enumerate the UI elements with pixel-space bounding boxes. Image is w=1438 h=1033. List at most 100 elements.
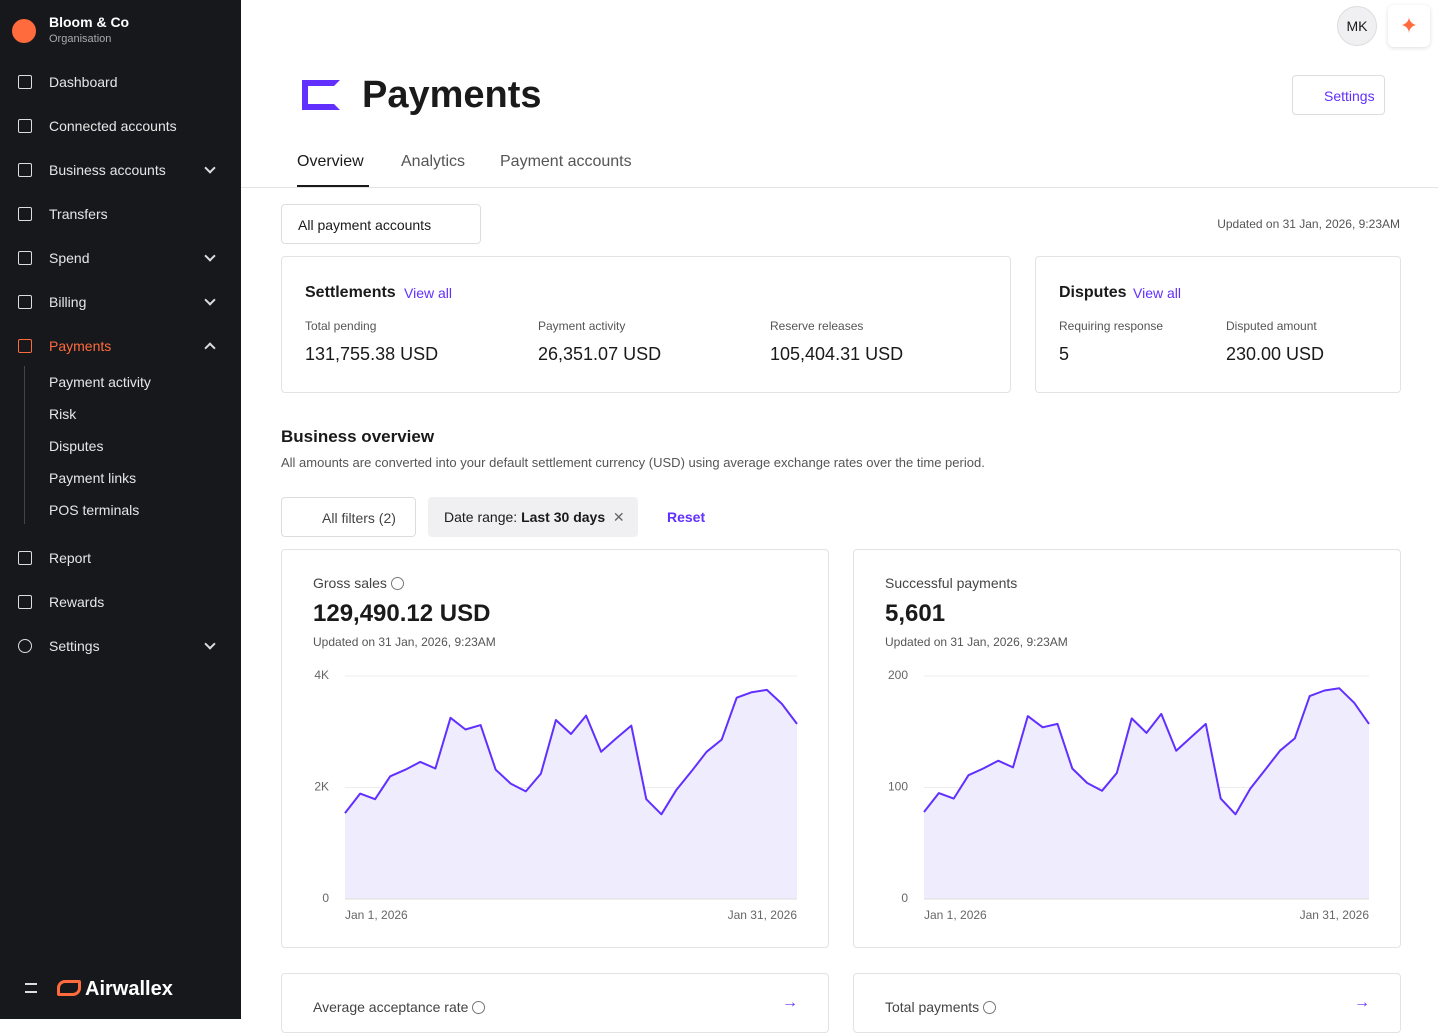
line xyxy=(344,688,798,816)
org-name[interactable]: Bloom & Co xyxy=(49,14,130,30)
view-all[interactable]: View all xyxy=(404,285,452,301)
org-logo xyxy=(12,19,36,43)
account-filter[interactable]: All payment accounts xyxy=(281,204,481,244)
chart-title: Gross sales xyxy=(313,575,404,591)
sub-item[interactable]: Risk xyxy=(49,406,77,422)
x-tick-label: Jan 1, 2026 xyxy=(924,908,987,922)
y-tick-label: 200 xyxy=(888,668,908,682)
metric-value: 105,404.31 USD xyxy=(770,344,904,364)
metric-label: Reserve releases xyxy=(770,319,864,333)
sub-line xyxy=(24,366,25,524)
org-type: Organisation xyxy=(49,33,112,45)
filters-button[interactable]: All filters (2) xyxy=(281,497,416,537)
chevron xyxy=(204,250,216,262)
metric-value: 131,755.38 USD xyxy=(305,344,439,364)
line xyxy=(923,687,1370,816)
page-icon xyxy=(302,80,340,110)
chart: 0 100 200 Jan 1, 2026 Jan 31, 2026 xyxy=(888,668,1370,922)
y-tick-label: 2K xyxy=(314,780,329,794)
icon xyxy=(18,207,32,221)
arrow[interactable]: → xyxy=(782,994,798,1011)
disputes-card: Disputes View all Requiring response 5 D… xyxy=(1035,256,1401,393)
metric-card[interactable]: Total payments → xyxy=(853,973,1401,1033)
nav-item[interactable]: Spend xyxy=(49,250,90,266)
view-all[interactable]: View all xyxy=(1133,285,1181,301)
metric-label: Total pending xyxy=(305,319,377,333)
sub-item[interactable]: POS terminals xyxy=(49,502,140,518)
chevron xyxy=(204,162,216,174)
card-title: Disputes xyxy=(1059,284,1127,301)
chip-label: Date range: xyxy=(444,509,518,525)
sub-item[interactable]: Disputes xyxy=(49,438,104,454)
section-description: All amounts are converted into your defa… xyxy=(281,455,985,470)
menu-icon[interactable] xyxy=(25,983,37,993)
card-title-text: Total payments xyxy=(885,999,980,1015)
chart-title-text: Gross sales xyxy=(313,575,387,591)
metric-label: Disputed amount xyxy=(1226,319,1317,333)
sub-item[interactable]: Payment links xyxy=(49,470,137,486)
nav-item[interactable]: Rewards xyxy=(49,594,105,610)
chart-card: Successful payments 5,601 Updated on 31 … xyxy=(853,549,1401,948)
icon xyxy=(18,295,32,309)
card-title-text: Average acceptance rate xyxy=(313,999,469,1015)
chart: 0 2K 4K Jan 1, 2026 Jan 31, 2026 xyxy=(314,668,798,922)
area xyxy=(345,689,797,899)
tab-underline xyxy=(297,185,369,187)
nav-item[interactable]: Billing xyxy=(49,294,87,310)
divider xyxy=(241,187,1438,188)
y-tick-label: 0 xyxy=(322,891,329,905)
chart-subtitle: Updated on 31 Jan, 2026, 9:23AM xyxy=(885,635,1068,649)
tab[interactable]: Analytics xyxy=(401,153,466,170)
icon xyxy=(18,551,32,565)
brand-logo xyxy=(57,980,81,996)
y-tick-label: 100 xyxy=(888,780,908,794)
brand: Airwallex xyxy=(85,978,173,1000)
nav-item[interactable]: Business accounts xyxy=(49,162,166,178)
date-chip[interactable]: Date range: Last 30 days ✕ xyxy=(428,497,638,537)
avatar[interactable]: MK xyxy=(1337,6,1377,46)
metric-value: 26,351.07 USD xyxy=(538,344,662,364)
card-title: Settlements xyxy=(305,284,396,301)
headline: 129,490.12 USD xyxy=(313,600,491,627)
icon xyxy=(18,251,32,265)
chip-value: Last 30 days xyxy=(521,509,606,525)
icon xyxy=(18,163,32,177)
chevron xyxy=(204,294,216,306)
metric-value: 5 xyxy=(1059,344,1070,364)
updated-text: Updated on 31 Jan, 2026, 9:23AM xyxy=(1217,217,1400,231)
ai-button[interactable]: ✦ xyxy=(1388,5,1430,47)
icon xyxy=(18,119,32,133)
settlements-card: Settlements View all Total pending 131,7… xyxy=(281,256,1011,393)
headline: 5,601 xyxy=(885,600,946,627)
nav-item[interactable]: Report xyxy=(49,550,92,566)
metric-card[interactable]: Average acceptance rate → xyxy=(281,973,829,1033)
nav-item[interactable]: Dashboard xyxy=(49,74,118,90)
card-title: Average acceptance rate xyxy=(313,999,486,1015)
metric-value: 230.00 USD xyxy=(1226,344,1325,364)
icon xyxy=(18,595,32,609)
reset[interactable]: Reset xyxy=(667,509,706,525)
arrow[interactable]: → xyxy=(1354,994,1370,1011)
nav-item-active[interactable]: Payments xyxy=(49,338,112,354)
y-tick-label: 4K xyxy=(314,668,329,682)
x-tick-label: Jan 1, 2026 xyxy=(345,908,408,922)
sidebar: Bloom & Co Organisation Dashboard Connec… xyxy=(0,0,241,1019)
icon xyxy=(18,639,32,653)
icon xyxy=(18,339,32,353)
section-title: Business overview xyxy=(281,427,435,446)
tab-active[interactable]: Overview xyxy=(297,153,364,170)
chart-subtitle: Updated on 31 Jan, 2026, 9:23AM xyxy=(313,635,496,649)
chart-title: Successful payments xyxy=(885,575,1018,591)
sub-item[interactable]: Payment activity xyxy=(49,374,151,390)
card-title: Total payments xyxy=(885,999,997,1015)
icon xyxy=(18,75,32,89)
settings-button[interactable]: Settings xyxy=(1292,75,1385,115)
chevron xyxy=(204,342,216,354)
nav-item[interactable]: Transfers xyxy=(49,206,108,222)
page-title: Payments xyxy=(362,74,542,116)
tab[interactable]: Payment accounts xyxy=(500,153,632,170)
area xyxy=(924,688,1369,899)
nav-item[interactable]: Connected accounts xyxy=(49,118,177,134)
nav-item[interactable]: Settings xyxy=(49,638,100,654)
